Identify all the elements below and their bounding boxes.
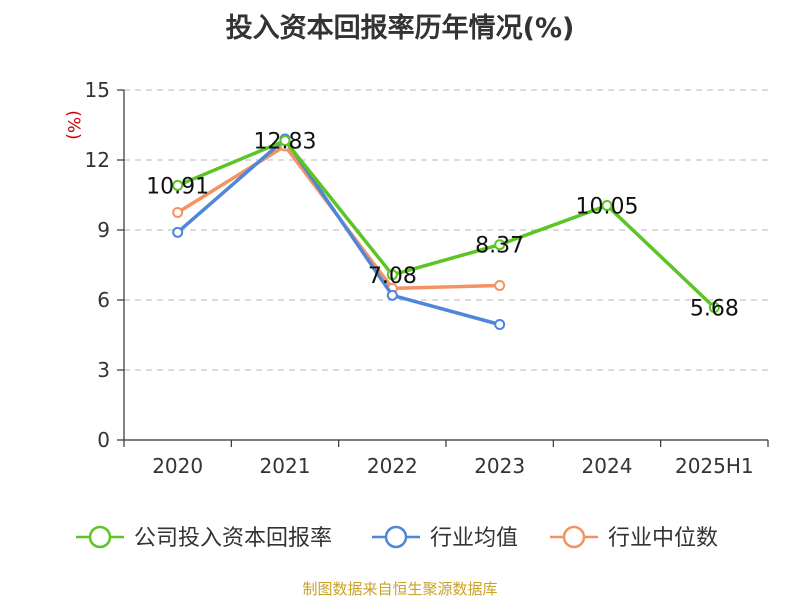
- data-point: [386, 269, 398, 281]
- data-point: [494, 280, 506, 292]
- axes: [117, 89, 769, 447]
- legend-label: 行业中位数: [608, 526, 718, 551]
- x-tick-labels: 2020 2021 2022 2023 2024 2025H1: [152, 454, 753, 478]
- legend-marker: [384, 525, 408, 549]
- y-tick-label: 3: [97, 358, 110, 382]
- y-tick-labels: 0 3 6 9 12 15: [85, 78, 110, 452]
- legend-marker: [562, 525, 586, 549]
- data-label: 12.83: [254, 130, 317, 155]
- y-tick-label: 15: [85, 78, 110, 102]
- y-tick-label: 0: [97, 428, 110, 452]
- data-label: 10.05: [576, 195, 639, 220]
- legend: 公司投入资本回报率 行业均值 行业中位数: [76, 525, 718, 551]
- data-point: [708, 301, 720, 313]
- x-tick-label: 2022: [367, 454, 418, 478]
- data-point: [494, 239, 506, 251]
- legend-label: 公司投入资本回报率: [134, 526, 332, 551]
- y-tick-label: 6: [97, 288, 110, 312]
- y-tick-label: 9: [97, 218, 110, 242]
- data-point: [172, 207, 184, 218]
- x-tick-label: 2023: [474, 454, 525, 478]
- legend-marker: [88, 525, 112, 549]
- x-tick-label: 2020: [152, 454, 203, 478]
- data-label: 8.37: [475, 234, 524, 259]
- data-point: [172, 179, 184, 191]
- data-point: [386, 289, 398, 301]
- chart-title: 投入资本回报率历年情况(%): [225, 13, 575, 44]
- data-labels: 10.91 12.83 7.08 8.37 10.05 5.68: [146, 130, 739, 322]
- series-line-2: [175, 137, 502, 327]
- data-label: 5.68: [690, 296, 739, 321]
- data-point: [279, 135, 291, 147]
- y-tick-label: 12: [85, 148, 110, 172]
- data-point: [494, 319, 506, 330]
- legend-label: 行业均值: [430, 526, 518, 551]
- data-label: 10.91: [146, 174, 209, 199]
- x-tick-label: 2024: [582, 454, 633, 478]
- x-tick-label: 2021: [260, 454, 311, 478]
- data-point: [172, 226, 184, 238]
- data-point: [601, 200, 613, 211]
- y-axis-label: (%): [63, 110, 83, 139]
- series-line-1: [175, 138, 717, 310]
- source-note: 制图数据来自恒生聚源数据库: [302, 580, 498, 598]
- grid: [124, 89, 768, 371]
- x-tick-label: 2025H1: [675, 454, 754, 478]
- series-lines: [172, 133, 720, 330]
- data-label: 7.08: [368, 264, 417, 289]
